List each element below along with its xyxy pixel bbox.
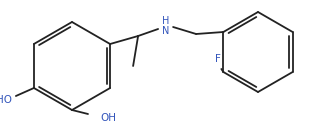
Text: OH: OH bbox=[100, 113, 116, 123]
Text: H
N: H N bbox=[163, 16, 170, 36]
Text: F: F bbox=[215, 54, 221, 64]
Text: HO: HO bbox=[0, 95, 12, 105]
